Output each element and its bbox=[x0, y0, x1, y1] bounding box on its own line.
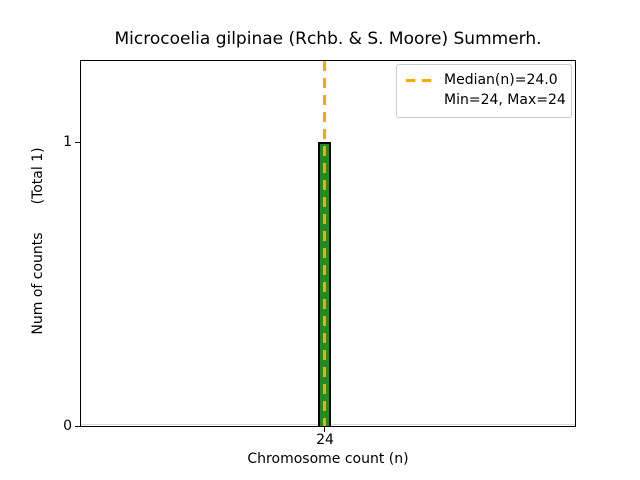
y-axis-label: Num of counts (Total 1) bbox=[30, 147, 46, 334]
plot-area: Median(n)=24.0 Min=24, Max=24 bbox=[80, 60, 576, 427]
x-axis-label: Chromosome count (n) bbox=[247, 451, 409, 467]
y-tick-mark-1 bbox=[75, 142, 80, 143]
x-tick-label-24: 24 bbox=[316, 432, 334, 448]
chart-title: Microcoelia gilpinae (Rchb. & S. Moore) … bbox=[114, 29, 542, 49]
x-tick-mark-24 bbox=[324, 427, 325, 432]
median-line bbox=[323, 61, 326, 426]
legend: Median(n)=24.0 Min=24, Max=24 bbox=[396, 64, 572, 118]
median-dashed-line-icon bbox=[406, 78, 434, 82]
y-tick-mark-0 bbox=[75, 426, 80, 427]
legend-row-minmax: Min=24, Max=24 bbox=[406, 90, 566, 110]
y-tick-label-1: 1 bbox=[63, 134, 72, 150]
legend-minmax-label: Min=24, Max=24 bbox=[444, 92, 566, 108]
legend-median-label: Median(n)=24.0 bbox=[444, 72, 558, 88]
y-axis-label-total: (Total 1) bbox=[30, 147, 46, 205]
y-tick-label-0: 0 bbox=[63, 418, 72, 434]
legend-row-median: Median(n)=24.0 bbox=[406, 70, 562, 90]
legend-sample-spacer bbox=[406, 99, 434, 102]
y-axis-label-main: Num of counts bbox=[30, 232, 46, 335]
